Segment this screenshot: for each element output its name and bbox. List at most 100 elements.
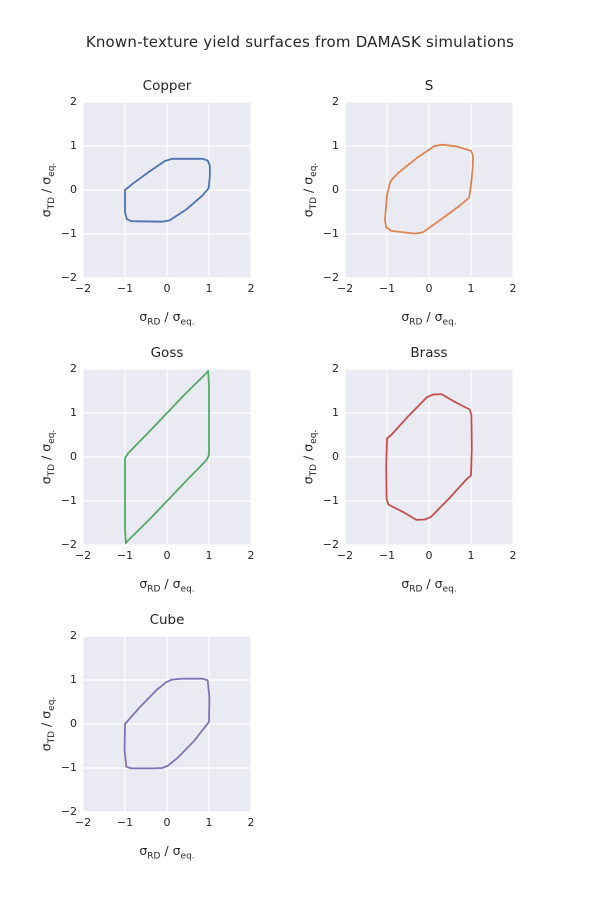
x-tick-label: −1 — [116, 549, 134, 562]
axis-label-text: / — [422, 309, 435, 324]
axis-label-text: σ — [38, 743, 54, 752]
x-tick-label: 2 — [247, 549, 255, 562]
axis-label-text: σ — [401, 576, 410, 591]
axis-label-subscript: TD — [309, 463, 319, 477]
y-tick-label: −1 — [322, 494, 339, 507]
x-tick-label: −2 — [74, 816, 92, 829]
y-tick-label: 1 — [70, 673, 77, 686]
axis-label-text: / — [38, 184, 54, 197]
axis-label-subscript: eq. — [180, 584, 195, 595]
y-tick-label: −1 — [60, 494, 77, 507]
axis-label-text: / — [300, 184, 316, 197]
yield-surface-curve — [385, 393, 473, 521]
yield-surface-curve — [384, 143, 474, 235]
axis-label-text: σ — [401, 309, 410, 324]
axis-label-text: σ — [300, 209, 316, 218]
y-axis-label: σTD / σeq. — [300, 429, 320, 485]
plot-area — [345, 369, 513, 545]
y-tick-label: 2 — [70, 629, 77, 642]
chart-brass: Brass −2 −1 0 1 2 −2 −1 0 1 2 σTD / σeq. σRD / σeq. — [299, 341, 561, 608]
plot-area — [345, 102, 513, 278]
x-tick-label: 2 — [509, 282, 517, 295]
plot-area — [83, 636, 251, 812]
y-tick-label: 1 — [332, 139, 339, 152]
y-tick-label: 0 — [70, 183, 77, 196]
x-tick-label: 1 — [205, 282, 213, 295]
x-tick-label: 0 — [425, 282, 433, 295]
axis-label-text: σ — [38, 710, 54, 719]
axis-label-subscript: RD — [409, 317, 423, 328]
plot-area — [83, 102, 251, 278]
axis-label-text: σ — [172, 309, 181, 324]
x-tick-label: 1 — [205, 549, 213, 562]
x-tick-label: −1 — [116, 816, 134, 829]
plot-area — [83, 369, 251, 545]
axis-label-text: / — [160, 309, 173, 324]
axis-label-text: / — [422, 576, 435, 591]
y-tick-label: −2 — [60, 271, 77, 284]
axis-label-subscript: eq. — [309, 429, 319, 444]
x-tick-label: 2 — [247, 282, 255, 295]
axis-label-subscript: eq. — [47, 162, 57, 177]
y-tick-label: 0 — [70, 450, 77, 463]
y-tick-label: 2 — [332, 362, 339, 375]
x-tick-label: 1 — [467, 549, 475, 562]
x-tick-label: −2 — [74, 549, 92, 562]
y-tick-label: 1 — [70, 139, 77, 152]
x-tick-label: −1 — [378, 282, 396, 295]
axis-label-text: / — [160, 843, 173, 858]
y-tick-label: −1 — [60, 227, 77, 240]
axis-label-subscript: RD — [147, 317, 161, 328]
x-tick-label: 0 — [163, 549, 171, 562]
axis-label-text: σ — [38, 209, 54, 218]
yield-surface-curve — [124, 157, 211, 223]
chart-cube: Cube −2 −1 0 1 2 −2 −1 0 1 2 σTD / σeq. σRD / σeq. — [37, 608, 299, 875]
axis-label-text: σ — [38, 443, 54, 452]
axis-label-subscript: eq. — [180, 851, 195, 862]
x-axis-label: σRD / σeq. — [345, 576, 513, 594]
x-tick-label: −1 — [116, 282, 134, 295]
x-tick-label: −2 — [336, 549, 354, 562]
axis-label-subscript: eq. — [180, 317, 195, 328]
charts-grid: Copper −2 −1 0 1 2 −2 −1 0 1 2 σTD / σeq. σRD / σeq.… — [37, 74, 600, 875]
axis-label-subscript: TD — [309, 196, 319, 210]
axis-label-text: σ — [300, 476, 316, 485]
x-axis-label: σRD / σeq. — [83, 576, 251, 594]
axis-label-text: / — [300, 451, 316, 464]
chart-goss: Goss −2 −1 0 1 2 −2 −1 0 1 2 σTD / σeq. σRD / σeq. — [37, 341, 299, 608]
y-tick-label: −1 — [60, 761, 77, 774]
yield-surface-curve — [123, 677, 211, 770]
axis-label-text: σ — [139, 843, 148, 858]
y-tick-label: 2 — [70, 95, 77, 108]
figure-title: Known-texture yield surfaces from DAMASK… — [85, 33, 515, 51]
subplot-title: Cube — [149, 612, 185, 628]
axis-label-text: σ — [434, 576, 443, 591]
x-tick-label: 0 — [163, 282, 171, 295]
y-axis-label: σTD / σeq. — [38, 697, 58, 752]
axis-label-subscript: RD — [409, 584, 423, 595]
x-tick-label: 1 — [467, 282, 475, 295]
y-tick-label: −2 — [60, 538, 77, 551]
axis-label-text: σ — [300, 443, 316, 452]
y-tick-label: 1 — [70, 406, 77, 419]
yield-surface-curve — [124, 369, 210, 545]
x-axis-label: σRD / σeq. — [83, 843, 251, 861]
y-tick-label: 2 — [332, 95, 339, 108]
y-tick-label: −1 — [322, 227, 339, 240]
axis-label-text: σ — [38, 176, 54, 185]
x-tick-label: −2 — [336, 282, 354, 295]
x-tick-label: 2 — [247, 816, 255, 829]
y-axis-label: σTD / σeq. — [38, 162, 58, 218]
x-tick-label: −2 — [74, 282, 92, 295]
subplot-title: Brass — [410, 345, 448, 361]
axis-label-text: σ — [300, 176, 316, 185]
x-tick-label: 2 — [509, 549, 517, 562]
subplot-title: Copper — [142, 78, 192, 94]
y-axis-label: σTD / σeq. — [300, 163, 320, 218]
axis-label-text: / — [38, 718, 54, 731]
y-tick-label: 0 — [70, 717, 77, 730]
axis-label-text: σ — [139, 309, 148, 324]
x-tick-label: −1 — [378, 549, 396, 562]
axis-label-text: σ — [139, 576, 148, 591]
